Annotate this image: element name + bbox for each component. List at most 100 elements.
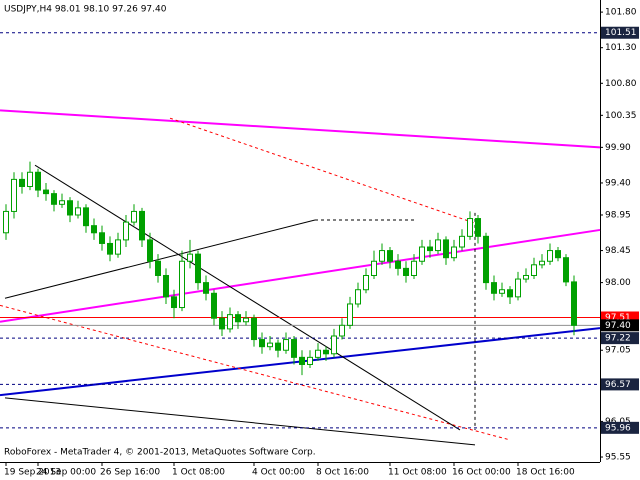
candle-body bbox=[227, 314, 233, 330]
x-tick-label: 24 Sep 00:00 bbox=[36, 468, 96, 478]
candle-body bbox=[291, 339, 297, 358]
candle-body bbox=[491, 282, 497, 294]
candle-body bbox=[307, 356, 313, 365]
x-tick-label: 18 Oct 16:00 bbox=[516, 468, 575, 478]
candle-body bbox=[211, 292, 217, 319]
candle-body bbox=[187, 253, 193, 262]
level-label: 96.57 bbox=[605, 380, 631, 390]
candle-body bbox=[19, 178, 25, 188]
candle-body bbox=[115, 239, 121, 255]
x-tick-label: 19 Sep 2013 bbox=[4, 468, 61, 478]
candle-body bbox=[507, 289, 513, 298]
x-tick-label: 16 Oct 00:00 bbox=[452, 468, 511, 478]
y-tick-label: 99.40 bbox=[605, 178, 631, 188]
level-label: 95.96 bbox=[605, 423, 631, 433]
level-label-box bbox=[601, 421, 639, 434]
candle-body bbox=[163, 274, 169, 298]
level-label: 101.51 bbox=[605, 28, 637, 38]
candle-body bbox=[523, 274, 529, 280]
trendline bbox=[34, 164, 461, 431]
candle-body bbox=[387, 250, 393, 262]
chart-title: USDJPY,H4 98.01 98.10 97.26 97.40 bbox=[4, 5, 167, 15]
candle-body bbox=[275, 342, 281, 351]
trendline bbox=[0, 228, 601, 323]
candle-body bbox=[443, 239, 449, 259]
candle-body bbox=[515, 278, 521, 298]
candle-body bbox=[555, 250, 561, 259]
candle-body bbox=[371, 260, 377, 276]
candle-body bbox=[131, 210, 137, 223]
candle-body bbox=[411, 260, 417, 276]
candle-body bbox=[379, 250, 385, 262]
candle-body bbox=[355, 289, 361, 305]
candle-body bbox=[107, 242, 113, 255]
candle-body bbox=[299, 356, 305, 365]
candle-body bbox=[499, 289, 505, 294]
y-tick-label: 100.80 bbox=[605, 79, 637, 89]
y-tick-label: 99.90 bbox=[605, 143, 631, 153]
candle-body bbox=[467, 218, 473, 237]
candle-body bbox=[571, 281, 577, 326]
candle-body bbox=[123, 221, 129, 241]
level-label-box bbox=[601, 378, 639, 391]
candle-body bbox=[75, 207, 81, 216]
footer: RoboForex - MetaTrader 4, © 2001-2013, M… bbox=[4, 448, 316, 458]
candle-body bbox=[147, 239, 153, 262]
trendline bbox=[4, 397, 476, 446]
candle-body bbox=[91, 225, 97, 234]
candle-body bbox=[315, 349, 321, 358]
candle-body bbox=[339, 324, 345, 337]
y-tick-label: 101.80 bbox=[605, 8, 637, 18]
candle-body bbox=[83, 207, 89, 227]
candle-body bbox=[27, 171, 33, 188]
level-label: 97.22 bbox=[605, 334, 631, 344]
y-tick-label: 97.05 bbox=[605, 346, 631, 356]
candle-body bbox=[179, 260, 185, 309]
level-label: 97.40 bbox=[605, 321, 631, 331]
level-label-box bbox=[601, 319, 639, 332]
candle-body bbox=[475, 218, 481, 237]
candle-body bbox=[235, 314, 241, 323]
candle-body bbox=[331, 335, 337, 355]
candle-body bbox=[243, 317, 249, 323]
candle-body bbox=[67, 200, 73, 216]
trendline bbox=[169, 117, 481, 226]
candle-body bbox=[99, 232, 105, 244]
trendline bbox=[0, 109, 601, 149]
candle-body bbox=[395, 260, 401, 269]
candle-body bbox=[347, 303, 353, 326]
candle-body bbox=[155, 260, 161, 276]
candle-body bbox=[459, 235, 465, 248]
candle-body bbox=[203, 282, 209, 294]
level-label-box bbox=[601, 26, 639, 39]
candle-body bbox=[435, 239, 441, 252]
candle-body bbox=[419, 246, 425, 262]
candle-body bbox=[11, 178, 17, 212]
candle-body bbox=[59, 200, 65, 205]
x-tick-label: 1 Oct 08:00 bbox=[172, 468, 225, 478]
y-tick-label: 95.55 bbox=[605, 453, 631, 463]
x-tick-label: 11 Oct 08:00 bbox=[388, 468, 447, 478]
y-tick-label: 98.45 bbox=[605, 246, 631, 256]
candle-body bbox=[323, 349, 329, 355]
candle-body bbox=[43, 189, 49, 195]
candle-body bbox=[51, 193, 57, 205]
candle-body bbox=[283, 339, 289, 351]
candle-body bbox=[403, 267, 409, 276]
y-tick-label: 98.00 bbox=[605, 278, 631, 288]
y-tick-label: 101.30 bbox=[605, 43, 637, 53]
candle-body bbox=[427, 246, 433, 252]
candle-body bbox=[219, 317, 225, 330]
y-tick-label: 100.35 bbox=[605, 111, 637, 121]
candle-body bbox=[451, 246, 457, 259]
candle-body bbox=[35, 171, 41, 191]
candle-body bbox=[171, 296, 177, 309]
candle-body bbox=[3, 210, 9, 234]
x-tick-label: 8 Oct 16:00 bbox=[316, 468, 369, 478]
candle-body bbox=[563, 257, 569, 283]
candle-body bbox=[195, 253, 201, 284]
candle-body bbox=[531, 264, 537, 276]
